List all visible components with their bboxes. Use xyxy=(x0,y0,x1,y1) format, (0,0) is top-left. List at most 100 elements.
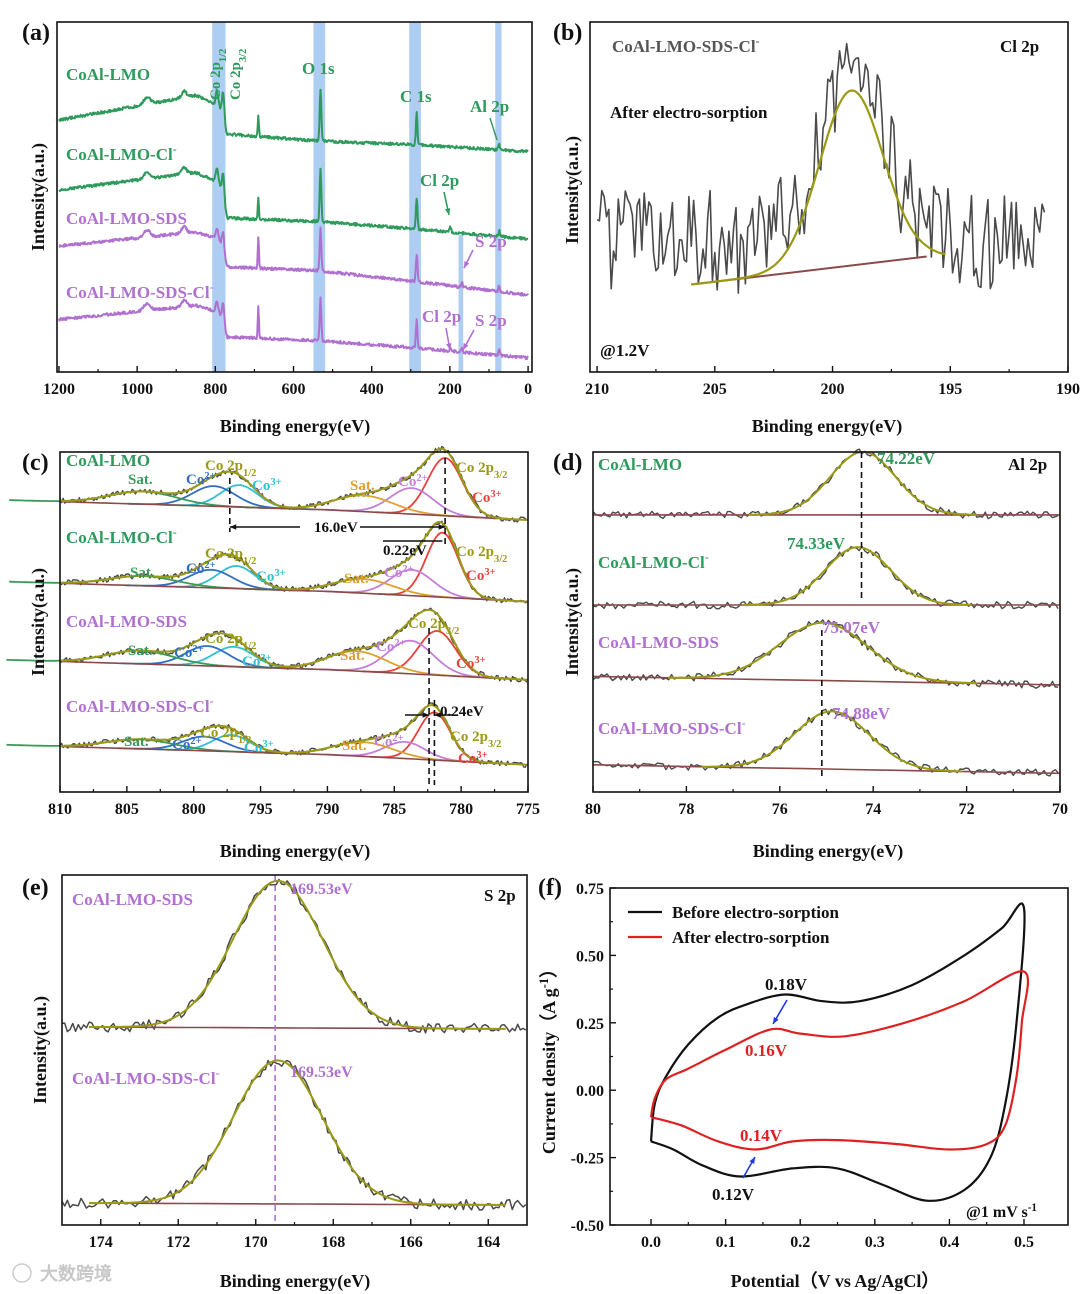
x-tick-label: 785 xyxy=(382,801,406,818)
x-tick-label: 0.1 xyxy=(716,1234,736,1251)
spectrum-line xyxy=(58,88,529,154)
peak-label: S 2p xyxy=(475,232,507,251)
component-label: Co 2p3/2 xyxy=(456,460,507,481)
component-label: Sat. xyxy=(342,738,367,754)
state-label: After electro-sorption xyxy=(610,103,768,122)
fit-envelope xyxy=(60,521,527,603)
peak-potential-label: 0.18V xyxy=(765,975,808,994)
x-tick-label: 1000 xyxy=(121,381,153,398)
component-label: Co3+ xyxy=(458,750,488,768)
x-tick-label: 400 xyxy=(360,381,384,398)
fit-baseline xyxy=(592,764,1061,775)
y-tick-label: -0.25 xyxy=(571,1151,604,1168)
component-label: Co2+ xyxy=(186,560,216,578)
component-label: Co2+ xyxy=(186,471,216,489)
x-tick-label: 78 xyxy=(678,801,694,818)
peak-label: O 1s xyxy=(302,59,335,78)
peak-potential-label: 0.12V xyxy=(712,1185,755,1204)
spectrum-line xyxy=(58,224,529,297)
shift-label: 0.24eV xyxy=(440,704,484,720)
x-tick-label: 80 xyxy=(585,801,601,818)
fit-envelope xyxy=(60,608,527,681)
legend-label: After electro-sorption xyxy=(672,928,830,947)
x-tick-label: 775 xyxy=(516,801,540,818)
x-tick-label: 70 xyxy=(1052,801,1068,818)
fit-envelope xyxy=(59,447,527,521)
x-tick-label: 780 xyxy=(449,801,473,818)
x-tick-label: 74 xyxy=(865,801,881,818)
cv-curve-black xyxy=(649,902,1026,1202)
series-label: CoAl-LMO-Cl- xyxy=(66,525,177,547)
component-label: Co2+ xyxy=(376,638,406,656)
y-axis-label: Intensity(a.u.) xyxy=(30,996,51,1104)
x-tick-label: 168 xyxy=(321,1234,345,1251)
peak-value: 74.88eV xyxy=(832,704,891,723)
watermark-logo-icon xyxy=(12,1263,32,1283)
peak-region-band xyxy=(495,22,502,372)
x-tick-label: 800 xyxy=(203,381,227,398)
x-tick-label: 200 xyxy=(821,381,845,398)
peak-label: Cl 2p xyxy=(420,171,459,190)
y-tick-label: 0.50 xyxy=(576,948,604,965)
y-tick-label: -0.50 xyxy=(571,1218,604,1235)
split-arrow-head xyxy=(438,524,446,530)
peak-value: 169.53eV xyxy=(290,1064,353,1081)
peak-value: 75.07eV xyxy=(822,618,881,637)
peak-arrow-head xyxy=(773,1017,779,1024)
component-label: Co3+ xyxy=(252,477,282,495)
leader-arrow-head xyxy=(463,343,469,350)
y-tick-label: 0.75 xyxy=(576,881,604,898)
region-label: Cl 2p xyxy=(1000,37,1039,56)
x-tick-label: 805 xyxy=(115,801,139,818)
series-label: CoAl-LMO-SDS xyxy=(72,890,193,909)
series-label: CoAl-LMO xyxy=(66,451,150,470)
panel-label: (b) xyxy=(553,20,582,46)
x-tick-label: 1200 xyxy=(43,381,75,398)
component-label: Sat. xyxy=(128,643,153,659)
x-tick-label: 195 xyxy=(938,381,962,398)
y-axis-label: Intensity(a.u.) xyxy=(28,143,49,251)
peak-arrow-head xyxy=(749,1157,755,1164)
panel-label: (d) xyxy=(553,450,582,476)
fit-envelope xyxy=(668,621,978,685)
peak-value: 74.22eV xyxy=(877,449,936,468)
shift-arrow-head xyxy=(422,712,430,718)
y-tick-label: 0.00 xyxy=(576,1083,604,1100)
spectrum-data-line xyxy=(592,619,1059,689)
spectrum-data-line xyxy=(596,42,1046,294)
peak-label: Co 2p3/2 xyxy=(228,49,249,100)
component-label: Co2+ xyxy=(174,644,204,662)
peak-region-band xyxy=(212,22,226,372)
x-tick-label: 0.2 xyxy=(790,1234,810,1251)
series-label: CoAl-LMO-SDS-Cl- xyxy=(598,716,746,738)
x-tick-label: 205 xyxy=(703,381,727,398)
scan-rate-label: @1 mV s-1 xyxy=(966,1202,1037,1221)
leader-arrow-head xyxy=(464,261,470,268)
component-label: Co 2p3/2 xyxy=(450,729,501,750)
series-label: CoAl-LMO-SDS-Cl- xyxy=(66,280,214,302)
peak-value: 169.53eV xyxy=(290,881,353,898)
split-arrow-head xyxy=(229,524,237,530)
cv-curve-red xyxy=(649,970,1029,1151)
leader-arrow-head xyxy=(446,343,452,350)
component-label: Sat. xyxy=(344,571,369,587)
peak-label: C 1s xyxy=(400,87,432,106)
x-axis-label: Potential（V vs Ag/AgCl） xyxy=(731,1271,940,1291)
spectrum-data-line xyxy=(592,708,1059,777)
component-label: Sat. xyxy=(340,648,365,664)
x-tick-label: 170 xyxy=(244,1234,268,1251)
fit-baseline xyxy=(59,660,529,681)
peak-value: 74.33eV xyxy=(787,534,846,553)
x-tick-label: 172 xyxy=(166,1234,190,1251)
component-label: Sat. xyxy=(124,734,149,750)
x-tick-label: 790 xyxy=(315,801,339,818)
component-label: Co3+ xyxy=(242,653,272,671)
legend-label: Before electro-sorption xyxy=(672,903,839,922)
component-label: Co 2p1/2 xyxy=(205,631,256,652)
x-tick-label: 0.0 xyxy=(641,1234,661,1251)
panel-label: (a) xyxy=(22,20,50,46)
watermark: 大数跨境 xyxy=(40,1263,112,1284)
fit-envelope xyxy=(89,879,506,1030)
peak-label: Cl 2p xyxy=(422,307,461,326)
